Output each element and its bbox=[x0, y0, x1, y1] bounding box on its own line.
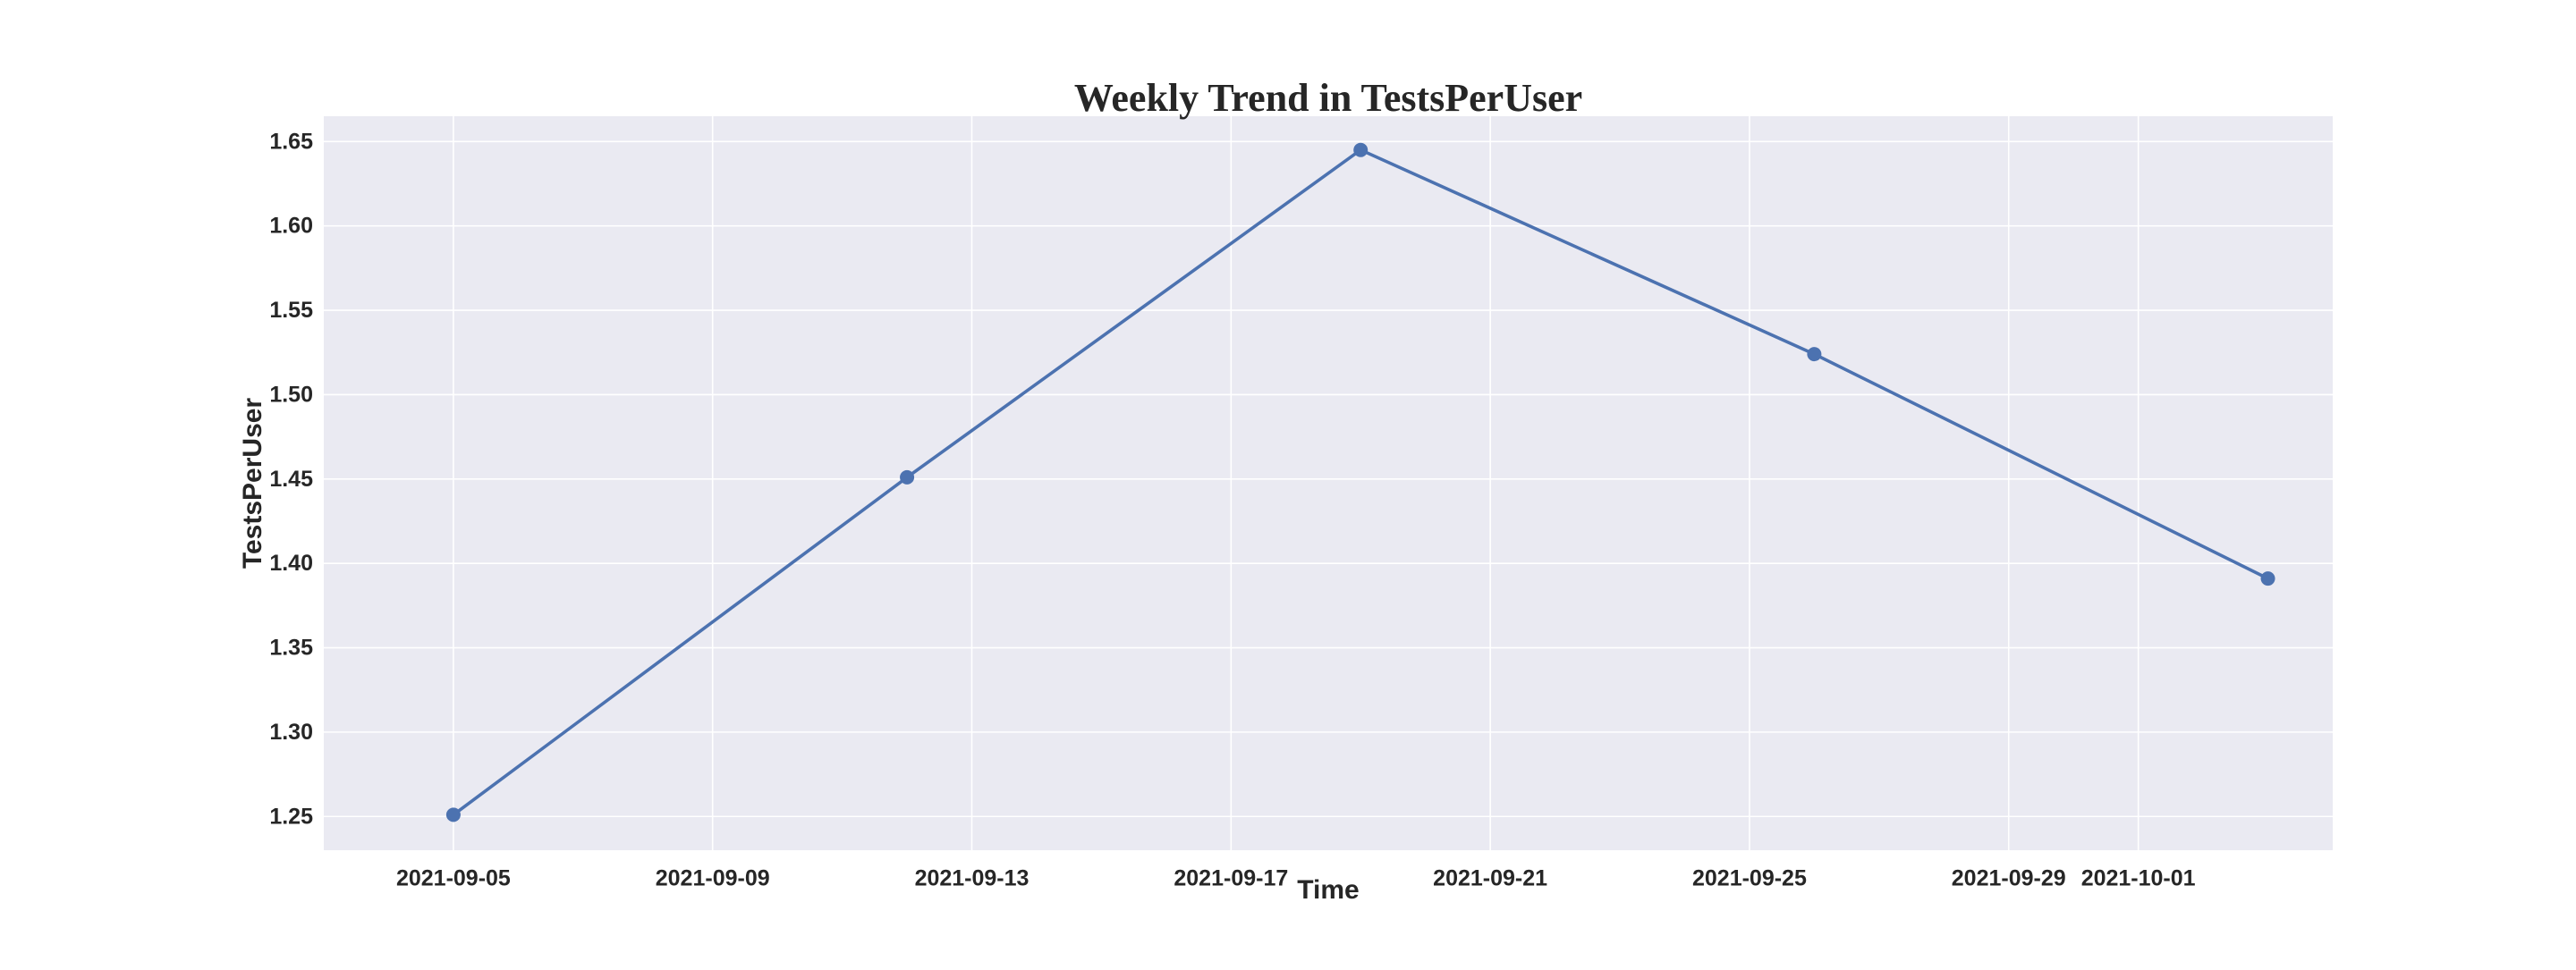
y-tick-label: 1.50 bbox=[269, 382, 313, 407]
y-tick-label: 1.25 bbox=[269, 804, 313, 829]
x-tick-label: 2021-09-17 bbox=[1174, 866, 1288, 891]
y-tick-label: 1.60 bbox=[269, 214, 313, 239]
x-tick-label: 2021-09-25 bbox=[1692, 866, 1807, 891]
y-tick-label: 1.40 bbox=[269, 551, 313, 576]
data-point bbox=[900, 469, 915, 485]
x-axis-label: Time bbox=[1297, 875, 1359, 905]
x-tick-label: 2021-09-09 bbox=[656, 866, 770, 891]
x-tick-label: 2021-09-21 bbox=[1433, 866, 1547, 891]
data-series bbox=[445, 142, 2275, 822]
x-tick-label: 2021-09-05 bbox=[396, 866, 511, 891]
x-tick-label: 2021-10-01 bbox=[2081, 866, 2196, 891]
y-tick-label: 1.30 bbox=[269, 720, 313, 745]
plot-area bbox=[324, 116, 2333, 850]
x-tick-label: 2021-09-29 bbox=[1952, 866, 2066, 891]
tick-labels: 2021-09-05 2021-09-09 2021-09-13 2021-09-17… bbox=[269, 129, 2195, 890]
data-point bbox=[1353, 142, 1368, 157]
x-tick-label: 2021-09-13 bbox=[915, 866, 1030, 891]
grid-lines bbox=[324, 116, 2333, 850]
data-point bbox=[1807, 347, 1822, 362]
chart-title: Weekly Trend in TestsPerUser bbox=[1074, 76, 1582, 120]
y-tick-label: 1.65 bbox=[269, 129, 313, 154]
data-point bbox=[2260, 571, 2275, 586]
y-tick-label: 1.55 bbox=[269, 298, 313, 323]
data-point bbox=[445, 807, 461, 822]
y-tick-label: 1.45 bbox=[269, 467, 313, 492]
y-tick-label: 1.35 bbox=[269, 636, 313, 661]
y-axis-label: TestsPerUser bbox=[238, 398, 267, 569]
